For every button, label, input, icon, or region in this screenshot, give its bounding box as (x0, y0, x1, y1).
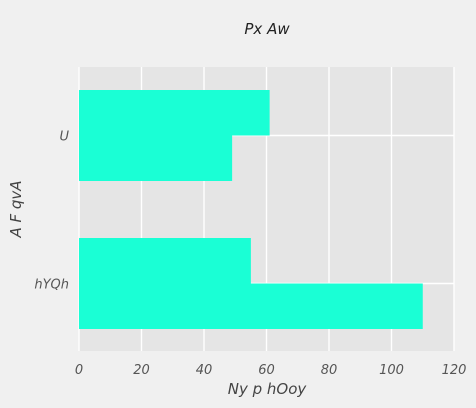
y-tick-label: hYQh (34, 278, 69, 293)
bar (79, 135, 233, 181)
x-tick-labels: 0 20 40 60 80 100 120 (75, 363, 467, 378)
x-tick-label: 40 (196, 363, 213, 378)
bars (79, 90, 423, 329)
x-tick-label: 80 (321, 363, 338, 378)
x-tick-label: 20 (133, 363, 150, 378)
y-tick-label: U (59, 130, 69, 145)
y-axis-label: A F qvA (7, 180, 25, 238)
x-tick-label: 120 (442, 363, 467, 378)
x-axis-label: Ny p hOoy (228, 380, 308, 398)
x-tick-label: 100 (379, 363, 404, 378)
chart-title: Px Aw (244, 20, 290, 38)
bar (79, 90, 270, 136)
x-tick-label: 0 (75, 363, 83, 378)
bar (79, 283, 423, 329)
bar (79, 238, 251, 284)
x-tick-label: 60 (258, 363, 275, 378)
